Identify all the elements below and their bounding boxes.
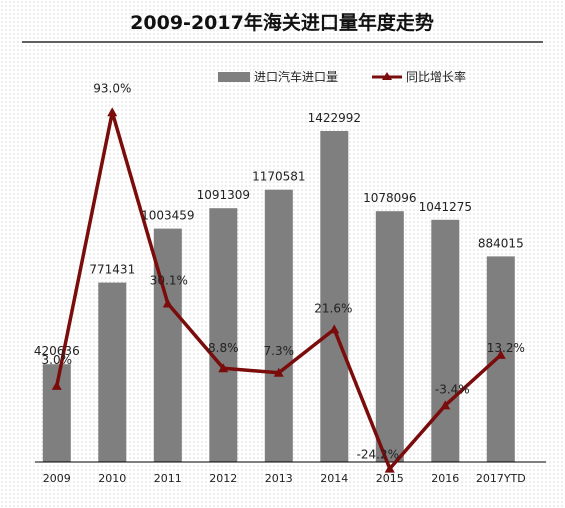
bar-2013: [264, 189, 293, 462]
bar-label-2011: 1003459: [141, 209, 194, 223]
bar-2010: [98, 282, 127, 462]
growth-label-2011: 30.1%: [150, 274, 188, 288]
growth-label-2017YTD: 13.2%: [487, 341, 525, 355]
growth-marker-2011: [162, 298, 173, 308]
growth-marker-2012: [218, 363, 229, 373]
bar-2016: [431, 219, 460, 462]
legend-line-marker: [382, 72, 392, 80]
x-tick-2010: 2010: [98, 472, 126, 485]
chart-title: 2009-2017年海关进口量年度走势: [130, 11, 434, 34]
bar-2015: [375, 211, 404, 462]
bar-label-2009: 420636: [34, 344, 80, 358]
bar-label-2013: 1170581: [252, 170, 305, 184]
bar-2012: [209, 208, 238, 462]
growth-value-labels: 3.0% 93.0% 30.1% 8.8% 7.3% 21.6% -24.2% -3.4% 13…: [42, 81, 525, 461]
growth-marker-2013: [273, 367, 284, 377]
bar-label-2015: 1078096: [363, 191, 416, 205]
bars-layer: [42, 131, 515, 462]
x-tick-2009: 2009: [43, 472, 71, 485]
legend-bar-label: 进口汽车进口量: [254, 69, 338, 84]
growth-label-2014: 21.6%: [314, 301, 352, 315]
bar-label-2010: 771431: [89, 263, 135, 277]
bar-label-2017YTD: 884015: [478, 236, 524, 250]
legend-bar-swatch: [218, 72, 250, 82]
bar-label-2014: 1422992: [308, 111, 361, 125]
x-tick-2017YTD: 2017YTD: [476, 472, 526, 485]
bar-label-2012: 1091309: [197, 188, 250, 202]
x-tick-2013: 2013: [265, 472, 293, 485]
x-tick-2012: 2012: [209, 472, 237, 485]
growth-marker-2009: [51, 380, 62, 390]
growth-marker-2016: [440, 400, 451, 410]
legend: 进口汽车进口量 同比增长率: [218, 69, 466, 84]
bar-2014: [320, 131, 349, 462]
growth-label-2015: -24.2%: [357, 448, 399, 462]
x-tick-2016: 2016: [431, 472, 459, 485]
growth-marker-2017YTD: [495, 349, 506, 359]
x-tick-labels: 2009 2010 2011 2012 2013 2014 2015 2016 2017YTD: [43, 472, 526, 485]
growth-label-2009: 3.0%: [42, 353, 73, 367]
growth-marker-2014: [329, 324, 340, 334]
x-tick-2015: 2015: [376, 472, 404, 485]
x-tick-2014: 2014: [320, 472, 348, 485]
growth-line-layer: [51, 107, 506, 473]
bar-label-2016: 1041275: [419, 200, 472, 214]
growth-label-2013: 7.3%: [264, 344, 295, 358]
growth-label-2010: 93.0%: [93, 81, 131, 95]
growth-label-2016: -3.4%: [435, 382, 470, 396]
growth-marker-2010: [107, 107, 118, 117]
bar-2017YTD: [486, 256, 515, 462]
growth-marker-2015: [384, 463, 395, 473]
growth-label-2012: 8.8%: [208, 341, 239, 355]
legend-line-label: 同比增长率: [406, 69, 466, 84]
x-tick-2011: 2011: [154, 472, 182, 485]
